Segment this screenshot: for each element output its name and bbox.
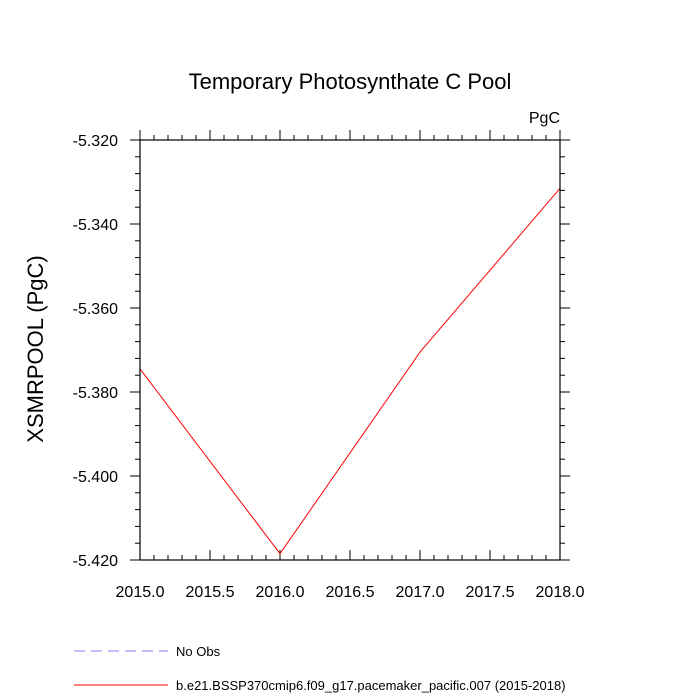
x-axis-tick-labels: 2015.0 2015.5 2016.0 2016.5 2017.0 2017.5 2018… — [116, 584, 585, 601]
y-axis-tick-labels: -5.320 -5.340 -5.360 -5.380 -5.400 -5.420 — [73, 133, 118, 570]
y-tick-label: -5.320 — [73, 133, 118, 150]
chart-units: PgC — [529, 110, 560, 127]
chart-title: Temporary Photosynthate C Pool — [189, 69, 512, 94]
y-tick-label: -5.400 — [73, 469, 118, 486]
axis-ticks — [130, 130, 570, 561]
x-tick-label: 2016.5 — [326, 584, 375, 601]
x-tick-label: 2018.0 — [536, 584, 585, 601]
plot-frame — [139, 139, 561, 561]
y-axis-title: XSMRPOOL (PgC) — [23, 255, 48, 442]
y-tick-label: -5.340 — [73, 217, 118, 234]
x-tick-label: 2015.5 — [186, 584, 235, 601]
series-line — [139, 187, 561, 555]
y-tick-label: -5.360 — [73, 301, 118, 318]
x-tick-label: 2015.0 — [116, 584, 165, 601]
x-tick-label: 2017.0 — [396, 584, 445, 601]
plot-series — [139, 187, 561, 555]
legend: No Obs b.e21.BSSP370cmip6.f09_g17.pacema… — [74, 644, 566, 693]
legend-label-no-obs: No Obs — [176, 644, 221, 659]
y-tick-label: -5.380 — [73, 385, 118, 402]
y-tick-label: -5.420 — [73, 553, 118, 570]
x-tick-label: 2017.5 — [466, 584, 515, 601]
legend-label-model-run: b.e21.BSSP370cmip6.f09_g17.pacemaker_pac… — [176, 678, 566, 693]
x-tick-label: 2016.0 — [256, 584, 305, 601]
